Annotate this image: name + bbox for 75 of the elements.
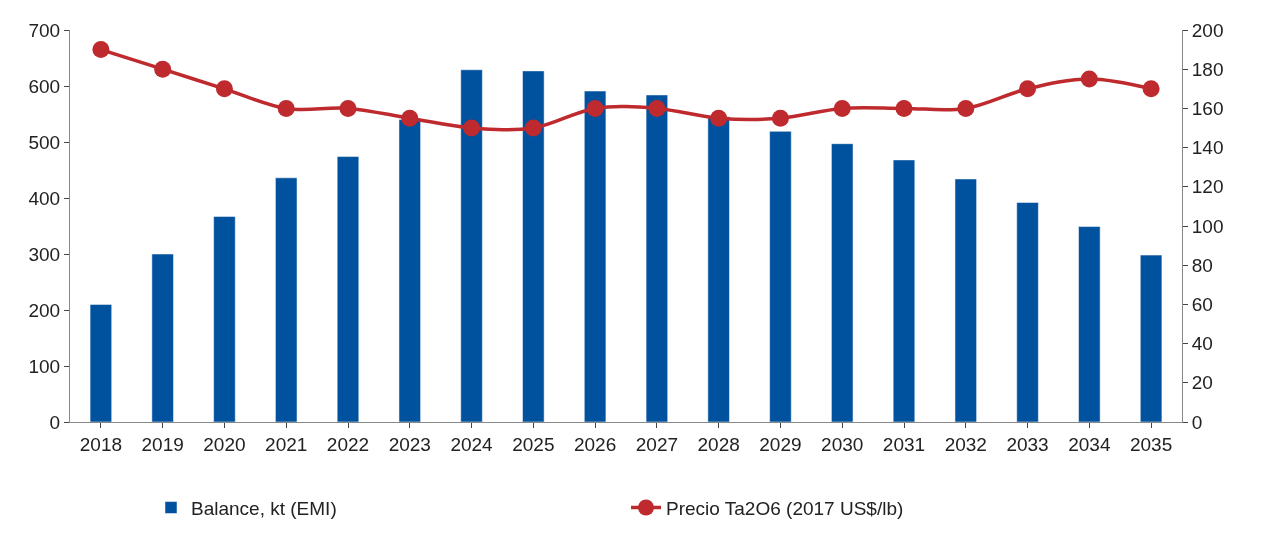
x-tick-label: 2033	[1006, 433, 1049, 455]
point	[895, 99, 913, 117]
point	[401, 109, 419, 127]
legend-label: Balance, kt (EMI)	[191, 497, 337, 519]
y-tick-label: 300	[28, 243, 61, 265]
y-tick-label: 200	[28, 299, 61, 321]
x-tick-label: 2024	[450, 433, 494, 455]
bar	[275, 177, 298, 422]
legend-label: Precio Ta2O6 (2017 US$/lb)	[666, 497, 904, 519]
point	[339, 99, 357, 117]
x-tick-label: 2022	[326, 433, 370, 455]
bar	[460, 69, 483, 422]
point	[524, 119, 542, 137]
point	[92, 41, 110, 59]
y-tick-label: 100	[28, 355, 61, 377]
point	[277, 99, 295, 117]
bar	[1016, 202, 1039, 422]
x-tick-label: 2023	[388, 433, 431, 455]
x-tick-label: 2028	[697, 433, 740, 455]
bar	[336, 156, 360, 422]
x-tick-label: 2026	[573, 433, 617, 455]
bar	[213, 216, 236, 422]
x-tick-label: 2019	[141, 433, 184, 455]
point	[215, 80, 233, 98]
x-tick-label: 2018	[79, 433, 123, 455]
x-tick-label: 2034	[1068, 433, 1111, 455]
x-tick-label: 2025	[512, 433, 555, 455]
point	[1142, 80, 1160, 98]
x-tick-label: 2035	[1129, 433, 1173, 455]
bar	[707, 116, 730, 422]
bar	[584, 90, 607, 422]
y2-tick-label: 100	[1191, 215, 1224, 237]
y2-tick-label: 140	[1191, 137, 1224, 159]
point	[1019, 80, 1037, 98]
bar	[151, 253, 174, 422]
y2-tick-label: 180	[1191, 58, 1224, 80]
x-tick-label: 2031	[882, 433, 926, 455]
point	[771, 109, 789, 127]
x-tick-label: 2030	[821, 433, 864, 455]
bar	[89, 304, 112, 422]
point	[957, 99, 975, 117]
bar	[645, 94, 668, 422]
bar	[522, 70, 545, 422]
x-tick-label: 2020	[203, 433, 246, 455]
point	[463, 119, 481, 137]
y2-tick-label: 200	[1191, 19, 1224, 41]
bar	[1140, 254, 1163, 422]
point	[154, 60, 172, 78]
point	[586, 99, 604, 117]
y2-tick-label: 80	[1191, 254, 1213, 276]
point	[833, 99, 851, 117]
y2-tick-label: 0	[1191, 411, 1203, 433]
x-tick-label: 2032	[944, 433, 987, 455]
y-tick-label: 400	[28, 187, 61, 209]
y2-tick-label: 120	[1191, 176, 1224, 198]
point	[648, 99, 666, 117]
x-tick-label: 2027	[635, 433, 679, 455]
bar	[769, 131, 792, 422]
y2-tick-label: 40	[1191, 333, 1213, 355]
bar	[831, 143, 854, 422]
y-tick-label: 700	[28, 19, 61, 41]
y2-tick-label: 20	[1191, 372, 1213, 394]
bar	[1078, 226, 1101, 422]
point	[710, 109, 728, 127]
bar	[398, 119, 421, 422]
y-tick-label: 600	[28, 75, 61, 97]
bar	[954, 178, 977, 422]
point	[1080, 70, 1098, 88]
bar	[892, 159, 916, 422]
x-tick-label: 2029	[759, 433, 802, 455]
y2-tick-label: 60	[1191, 294, 1213, 316]
x-tick-label: 2021	[265, 433, 308, 455]
y-tick-label: 0	[49, 411, 61, 433]
y-tick-label: 500	[28, 131, 61, 153]
y2-tick-label: 160	[1191, 98, 1224, 120]
